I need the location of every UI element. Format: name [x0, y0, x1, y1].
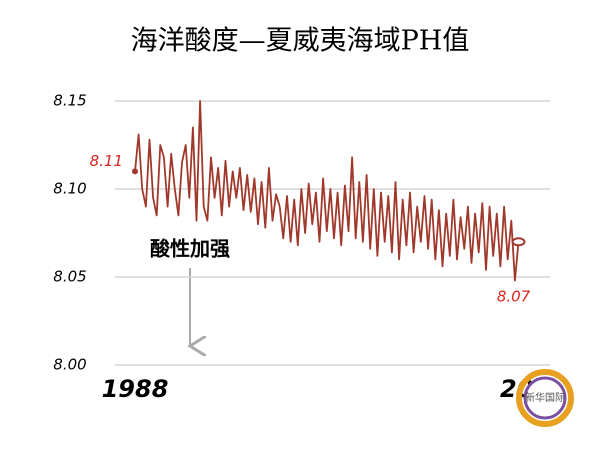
end-label: 8.07: [497, 288, 531, 306]
logo-ring: [516, 369, 574, 427]
start-label: 8.11: [90, 152, 123, 170]
logo-inner: [523, 376, 567, 420]
y-tick-label: 8.05: [53, 268, 86, 286]
chart-title: 海洋酸度—夏威夷海域PH值: [131, 26, 470, 57]
end-marker: [511, 237, 526, 247]
watermark: 新华国际: [525, 391, 565, 404]
start-marker: [132, 168, 138, 175]
y-tick-label: 8.15: [53, 92, 86, 110]
x-tick-label: 1988: [102, 375, 169, 403]
line: [134, 100, 520, 282]
logo: 新华国际: [516, 369, 574, 427]
y-tick-label: 8.10: [53, 180, 86, 198]
annotation: 酸性加强: [150, 237, 230, 261]
y-tick-label: 8.00: [53, 356, 86, 374]
